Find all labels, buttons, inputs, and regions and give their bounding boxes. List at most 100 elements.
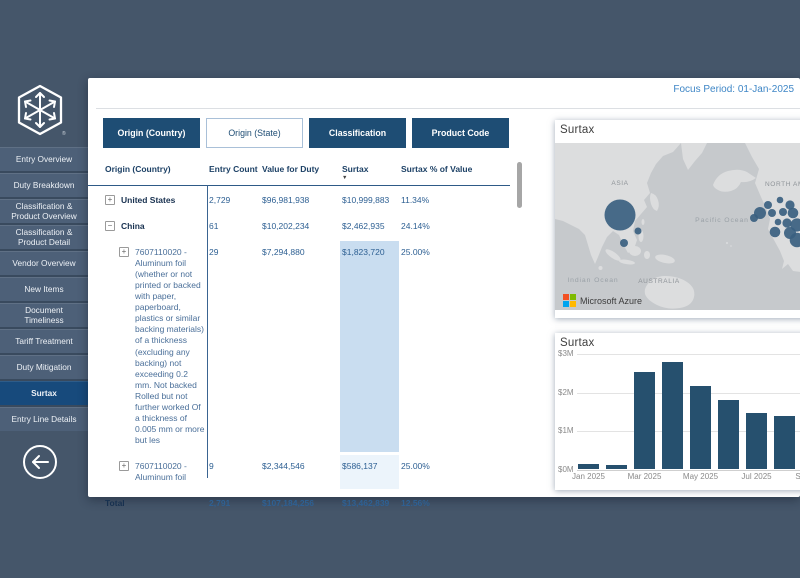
row-name-cell: +7607110020 - Aluminum foil: [105, 455, 207, 489]
bar-aug-2025[interactable]: [774, 415, 795, 469]
back-button[interactable]: [21, 443, 59, 481]
microsoft-logo-square: [570, 294, 576, 300]
table-header-row: Origin (Country) Entry Count Value for Dut…: [88, 162, 510, 186]
microsoft-logo-square: [563, 294, 569, 300]
gridline-2m: [577, 392, 800, 394]
tab-origin-state[interactable]: Origin (State): [206, 118, 303, 148]
bar-jan-2025[interactable]: [578, 463, 599, 469]
microsoft-logo-icon: [563, 294, 576, 307]
surtax-bubble[interactable]: [789, 232, 800, 248]
cell-entry-count: 2,791: [209, 498, 231, 509]
cell-surtax: $10,999,883: [342, 195, 390, 205]
column-header-origin-country[interactable]: Origin (Country): [105, 164, 207, 181]
table-row[interactable]: +7607110020 - Aluminum foil 9 $2,344,546 $5…: [88, 454, 522, 490]
sort-descending-icon: ▼: [342, 175, 348, 181]
sidebar-item-duty-breakdown[interactable]: Duty Breakdown: [0, 173, 88, 197]
map-bubbles[interactable]: [604, 196, 800, 248]
row-name-cell: Total: [105, 492, 207, 515]
column-header-surtax-of-value[interactable]: Surtax % of Value: [399, 164, 489, 181]
expander-minus-icon[interactable]: −: [105, 221, 115, 232]
cell-surtax: $586,137: [340, 454, 399, 490]
surtax-table: Origin (Country) Entry Count Value for Dut…: [88, 162, 522, 515]
column-header-entry-count[interactable]: Entry Count: [207, 164, 260, 181]
cell-surtax: $1,823,720: [340, 241, 399, 452]
bar-chart-plot: [577, 354, 800, 471]
sidebar-item-classification-product-overview[interactable]: Classification & Product Overview: [0, 199, 88, 224]
bar-mar-2025[interactable]: [634, 371, 655, 469]
sidebar-item-entry-line-details[interactable]: Entry Line Details: [0, 407, 88, 432]
sidebar-item-document-timeliness[interactable]: Document Timeliness: [0, 303, 88, 328]
column-header-surtax[interactable]: Surtax ▼: [340, 164, 399, 181]
row-name: 7607110020 - Aluminum foil: [135, 460, 187, 482]
sidebar-item-surtax[interactable]: Surtax: [0, 381, 88, 406]
surtax-bubble[interactable]: [754, 207, 766, 219]
back-arrow-icon: [23, 445, 57, 479]
cube-arrows-logo-icon: ®: [17, 84, 66, 137]
surtax-bubble[interactable]: [764, 201, 772, 209]
sidebar-item-vendor-overview[interactable]: Vendor Overview: [0, 251, 88, 276]
bar-chart-title: Surtax: [560, 337, 595, 349]
cell-entry-count: 2,729: [209, 195, 231, 205]
surtax-bubble[interactable]: [787, 207, 799, 219]
bar-jul-2025[interactable]: [746, 413, 767, 469]
bar-jun-2025[interactable]: [718, 400, 739, 469]
sidebar-item-entry-overview[interactable]: Entry Overview: [0, 147, 88, 171]
surtax-bubble[interactable]: [768, 209, 776, 217]
sidebar-item-new-items[interactable]: New Items: [0, 277, 88, 302]
cell-surtax-pct: 25.00%: [401, 247, 430, 258]
table-body: + United States 2,729 $96,981,938 $10,999,88…: [88, 189, 522, 515]
map-label-indian-ocean: Indian Ocean: [567, 277, 618, 284]
tab-classification[interactable]: Classification: [309, 118, 406, 148]
y-axis-tick-1m: $1M: [558, 426, 574, 436]
surtax-bubble[interactable]: [774, 218, 782, 226]
sidebar-nav: Entry Overview Duty Breakdown Classificati…: [0, 147, 88, 432]
map-label-pacific-ocean: Pacific Ocean: [695, 217, 749, 224]
surtax-bubble[interactable]: [785, 200, 795, 210]
map-card-title: Surtax: [560, 124, 595, 136]
x-axis-tick-sep-2025: Sep 2025: [795, 472, 800, 481]
row-name: United States: [121, 195, 176, 205]
bar-may-2025[interactable]: [690, 386, 711, 469]
cell-entry-count: 61: [209, 221, 219, 232]
surtax-bubble[interactable]: [634, 227, 642, 235]
surtax-map-card: Surtax: [555, 120, 800, 318]
bar-apr-2025[interactable]: [662, 361, 683, 469]
sidebar-item-duty-mitigation[interactable]: Duty Mitigation: [0, 355, 88, 380]
column-header-label: Surtax % of Value: [401, 164, 473, 174]
world-map[interactable]: ASIA NORTH AMERICA Pacific Ocean Indian Oce…: [555, 143, 800, 310]
cell-surtax-pct: 25.00%: [401, 460, 430, 471]
table-scrollbar[interactable]: [517, 162, 522, 208]
expander-plus-icon[interactable]: +: [119, 247, 129, 258]
tab-product-code[interactable]: Product Code: [412, 118, 509, 148]
sidebar-item-classification-product-detail[interactable]: Classification & Product Detail: [0, 225, 88, 250]
surtax-bubble[interactable]: [779, 208, 787, 216]
surtax-bubble[interactable]: [782, 218, 792, 228]
surtax-bar-chart-card: Surtax $0M $1M $2M $3M Jan 2025 Mar 2025 May 2…: [555, 333, 800, 490]
tab-origin-country[interactable]: Origin (Country): [103, 118, 200, 148]
table-row[interactable]: − China 61 $10,202,234 $2,462,935 24.14%: [88, 215, 522, 238]
surtax-bubble[interactable]: [604, 199, 636, 231]
bar-feb-2025[interactable]: [606, 465, 627, 469]
table-row[interactable]: +7607110020 - Aluminum foil (whether or …: [88, 241, 522, 452]
header-separator: [96, 108, 800, 109]
column-header-value-for-duty[interactable]: Value for Duty: [260, 164, 340, 181]
expander-plus-icon[interactable]: +: [105, 195, 115, 205]
company-logo: ®: [16, 84, 66, 141]
cell-value-for-duty: $10,202,234: [262, 221, 310, 232]
focus-period-label: Focus Period: 01-Jan-2025: [673, 84, 794, 95]
surtax-bubble[interactable]: [620, 239, 628, 247]
sidebar-item-tariff-treatment[interactable]: Tariff Treatment: [0, 329, 88, 354]
table-column-divider: [207, 185, 208, 478]
surtax-bubble[interactable]: [776, 196, 784, 204]
map-label-north-america: NORTH AMERICA: [765, 181, 800, 188]
gridline-3m: [577, 354, 800, 355]
cell-surtax-pct: 12.56%: [401, 498, 430, 509]
surtax-bubble[interactable]: [769, 226, 781, 238]
expander-plus-icon[interactable]: +: [119, 460, 129, 471]
row-name-cell: − China: [105, 215, 207, 238]
row-name: China: [121, 221, 145, 232]
y-axis-tick-2m: $2M: [558, 387, 574, 397]
table-row-total[interactable]: Total 2,791 $107,184,256 $13,462,839 12.56%: [88, 492, 522, 515]
table-row[interactable]: + United States 2,729 $96,981,938 $10,999,88…: [88, 189, 522, 212]
